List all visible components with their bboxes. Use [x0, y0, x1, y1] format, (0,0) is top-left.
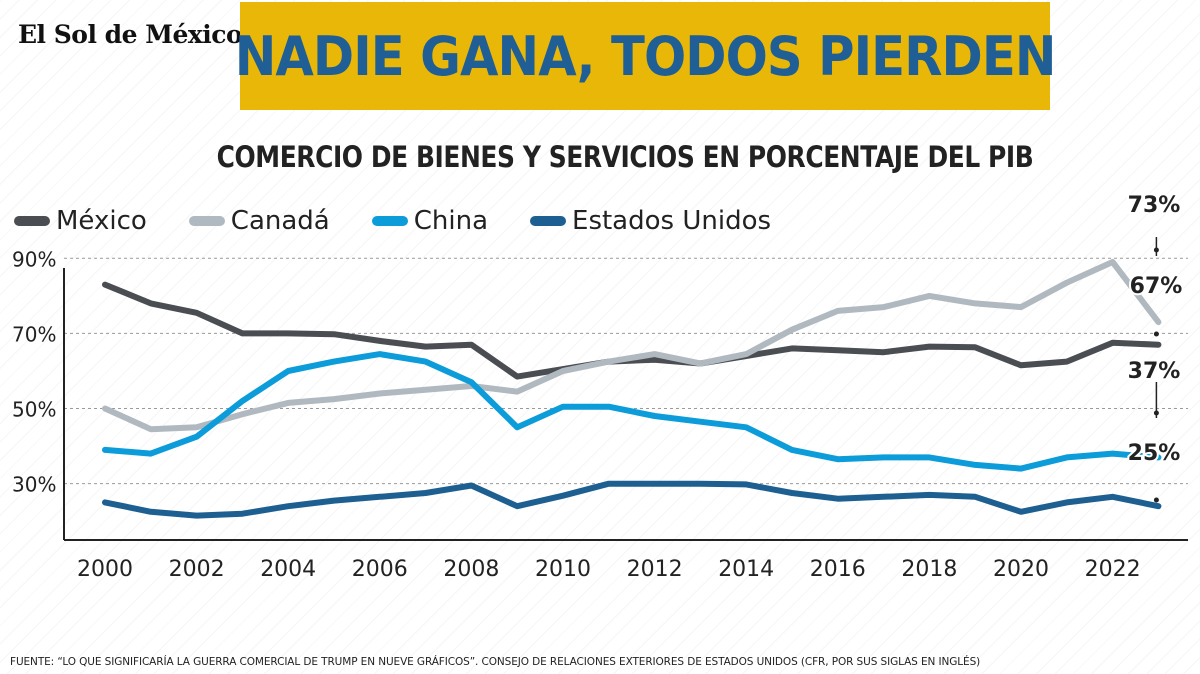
chart-title: COMERCIO DE BIENES Y SERVICIOS EN PORCEN…: [216, 140, 1034, 174]
y-tick-label: 70%: [12, 322, 56, 346]
x-tick-label: 2016: [810, 557, 866, 582]
legend-swatch-usa: [530, 216, 567, 226]
x-tick-label: 2000: [77, 557, 133, 582]
y-tick-label: 50%: [12, 398, 56, 422]
legend-label-canada: Canadá: [230, 206, 330, 236]
page-title: NADIE GANA, TODOS PIERDEN: [234, 24, 1057, 88]
legend-label-usa: Estados Unidos: [572, 206, 772, 236]
x-tick-label: 2008: [443, 557, 499, 582]
end-dot: [1153, 410, 1159, 416]
end-dot: [1153, 331, 1159, 337]
x-tick-label: 2014: [718, 557, 774, 582]
end-value-label: 67%: [1130, 274, 1183, 299]
end-value-label: 25%: [1128, 441, 1181, 466]
end-dot: [1153, 497, 1159, 503]
series-line-canada: [102, 259, 1162, 433]
end-value-label: 73%: [1128, 193, 1181, 218]
x-tick-label: 2004: [260, 557, 316, 582]
y-tick-label: 30%: [12, 473, 56, 497]
legend-swatch-mexico: [14, 216, 50, 226]
legend-label-mexico: México: [56, 206, 147, 236]
title-banner: NADIE GANA, TODOS PIERDEN: [235, 2, 1056, 110]
end-dot: [1153, 247, 1159, 253]
x-tick-label: 2010: [535, 557, 591, 582]
x-tick-label: 2002: [169, 557, 225, 582]
end-value-label: 37%: [1128, 359, 1181, 384]
y-tick-label: 90%: [12, 247, 56, 271]
series-line-china: [102, 351, 1162, 472]
chart-legend: México Canadá China Estados Unidos: [14, 206, 813, 236]
brand-logo: El Sol de México: [18, 20, 243, 49]
legend-item-mexico: México: [14, 206, 147, 236]
series-line-estados-unidos: [102, 480, 1162, 519]
source-note: FUENTE: “LO QUE SIGNIFICARÍA LA GUERRA C…: [10, 656, 981, 668]
x-tick-label: 2018: [901, 557, 957, 582]
x-tick-label: 2022: [1085, 557, 1141, 582]
series-line-mexico: [102, 281, 1162, 380]
x-tick-label: 2012: [627, 557, 683, 582]
legend-item-canada: Canadá: [188, 206, 330, 236]
legend-item-china: China: [371, 206, 489, 236]
x-tick-label: 2006: [352, 557, 408, 582]
legend-item-usa: Estados Unidos: [530, 206, 771, 236]
x-tick-label: 2020: [993, 557, 1049, 582]
legend-label-china: China: [413, 206, 489, 236]
legend-swatch-canada: [188, 216, 225, 226]
legend-swatch-china: [371, 216, 408, 226]
